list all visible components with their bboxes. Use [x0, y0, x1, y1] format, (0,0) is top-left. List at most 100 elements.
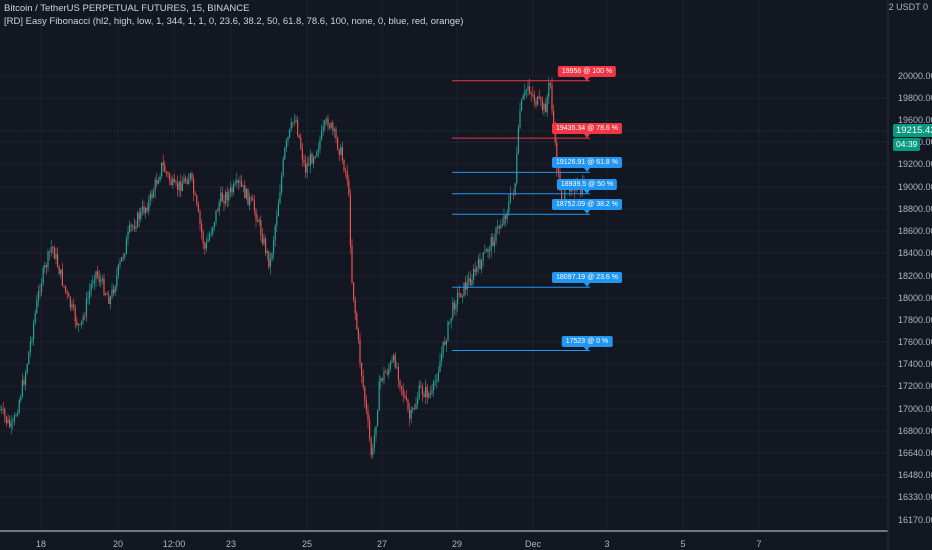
candle-body [449, 321, 451, 323]
candle-body [533, 94, 535, 102]
candle-body [63, 285, 65, 287]
candle-body [111, 289, 113, 298]
candle-body [335, 129, 337, 138]
currency-label[interactable]: 2 USDT 0 [889, 2, 928, 12]
candle-body [52, 247, 54, 248]
candle-body [429, 393, 431, 394]
candle-body [343, 160, 345, 171]
candle-body [236, 180, 238, 183]
candle-body [325, 118, 327, 122]
candle-body [383, 371, 385, 381]
candle-body [476, 266, 478, 272]
price-tick: 17000.00 [898, 404, 932, 414]
indicator-legend[interactable]: [RD] Easy Fibonacci (hl2, high, low, 1, … [4, 16, 464, 27]
candle-body [442, 341, 444, 354]
candle-body [452, 302, 454, 318]
candle-body [39, 291, 41, 293]
candle-body [17, 413, 19, 416]
fib-level-label: 19956 @ 100 % [557, 65, 617, 81]
candle-body [50, 247, 52, 253]
candle-body [303, 159, 305, 163]
candle-body [172, 178, 174, 185]
candle-body [537, 96, 539, 105]
candle-body [450, 317, 452, 322]
candle-body [281, 175, 283, 193]
candle-body [348, 180, 350, 195]
candle-body [170, 180, 172, 185]
candle-body [210, 233, 212, 235]
candle-body [173, 178, 175, 182]
price-tick: 18200.00 [898, 271, 932, 281]
candle-body [207, 239, 209, 242]
candle-body [311, 154, 313, 164]
candle-body [135, 227, 137, 229]
candle-body [23, 380, 25, 385]
candle-body [41, 283, 43, 292]
candle-body [553, 110, 555, 128]
candle-body [337, 138, 339, 150]
candle-body [220, 192, 222, 203]
price-tick: 20000.00 [898, 71, 932, 81]
candle-body [372, 447, 374, 455]
fib-level-label: 18939.5 @ 50 % [556, 178, 618, 194]
candle-body [420, 385, 422, 387]
candle-body [15, 415, 17, 417]
candle-body [421, 386, 423, 395]
candle-body [473, 269, 475, 281]
candle-body [209, 234, 211, 240]
candle-body [316, 151, 318, 157]
candle-body [354, 299, 356, 314]
candle-body [185, 178, 187, 182]
candle-body [145, 207, 147, 214]
fib-level-label: 19126.91 @ 61.8 % [552, 157, 622, 173]
candle-body [25, 372, 27, 385]
candle-body [418, 385, 420, 399]
candle-body [138, 212, 140, 220]
candle-body [33, 323, 35, 340]
candle-body [143, 206, 145, 213]
candle-body [234, 182, 236, 185]
candle-body [373, 435, 375, 448]
candle-body [285, 140, 287, 148]
candle-body [265, 238, 267, 254]
price-tick: 18600.00 [898, 226, 932, 236]
candle-body [193, 178, 195, 194]
candle-body [404, 395, 406, 398]
candle-body [76, 321, 78, 325]
currency-suffix: 0 [922, 2, 928, 12]
candle-body [191, 173, 193, 179]
candle-body [151, 193, 153, 198]
candle-body [31, 339, 33, 342]
price-tick: 16640.00 [898, 448, 932, 458]
candle-body [428, 393, 430, 398]
candle-body [513, 193, 515, 195]
candle-body [353, 282, 355, 300]
candle-body [177, 183, 179, 190]
candle-body [338, 149, 340, 155]
candle-body [492, 237, 494, 247]
candle-body [426, 386, 428, 398]
candle-body [121, 257, 123, 262]
candle-body [501, 224, 503, 226]
candle-body [225, 192, 227, 204]
fib-level-label: 19435.34 @ 78.6 % [552, 123, 622, 139]
candle-body [213, 222, 215, 228]
candle-body [441, 353, 443, 362]
candle-body [159, 176, 161, 181]
candle-body [69, 296, 71, 308]
candle-body [399, 380, 401, 386]
candle-body [188, 178, 190, 184]
candle-body [221, 192, 223, 201]
candle-body [508, 201, 510, 213]
candlestick-series [0, 77, 585, 459]
candle-body [161, 162, 163, 177]
candle-body [433, 381, 435, 390]
symbol-title[interactable]: Bitcoin / TetherUS PERPETUAL FUTURES, 15… [4, 3, 250, 14]
candle-body [377, 410, 379, 426]
candle-body [122, 257, 124, 258]
candle-body [260, 220, 262, 235]
candle-body [84, 316, 86, 318]
candle-body [362, 376, 364, 387]
time-tick: 27 [376, 539, 388, 549]
